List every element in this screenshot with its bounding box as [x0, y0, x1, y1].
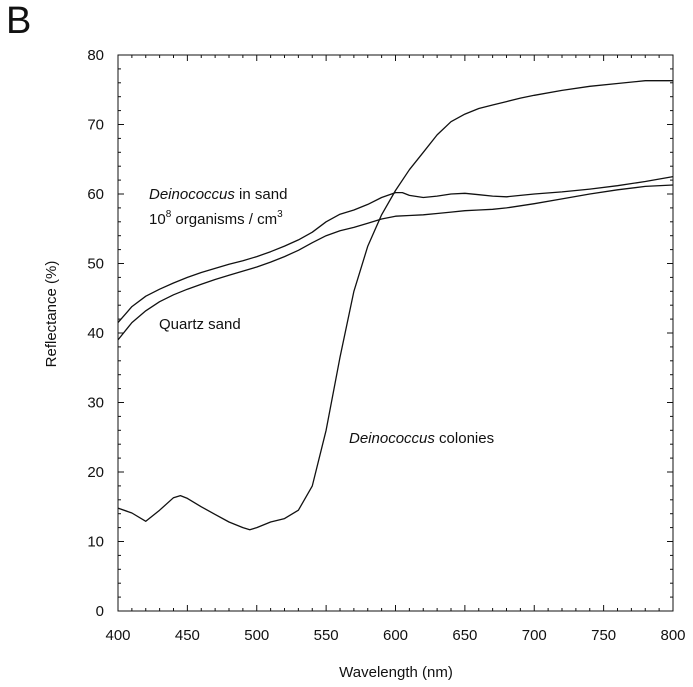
annotation-italic-genus: Deinococcus: [149, 186, 235, 203]
annotation-colonies-genus: Deinococcus: [349, 430, 435, 447]
x-tick-label: 650: [452, 627, 477, 644]
annotation-quartz-sand: Quartz sand: [159, 316, 241, 333]
y-tick-label: 70: [87, 117, 104, 134]
annotation-density-exp: 8: [166, 209, 172, 220]
y-tick-label: 60: [87, 186, 104, 203]
x-tick-label: 800: [660, 627, 685, 644]
series-lines: [117, 80, 674, 531]
y-tick-label: 30: [87, 395, 104, 412]
x-tick-label: 500: [244, 627, 269, 644]
y-tick-label: 40: [87, 325, 104, 342]
x-tick-label: 400: [105, 627, 130, 644]
annotation-colonies-text: colonies: [435, 430, 494, 447]
plot-frame: [117, 54, 674, 612]
axis-ticks: [117, 54, 674, 612]
series-line-deinococcus-colonies: [117, 80, 673, 531]
annotation-deinococcus-colonies: Deinococcus colonies: [349, 430, 494, 447]
series-line-deinococcus-in-sand: [117, 175, 674, 324]
x-tick-label: 450: [175, 627, 200, 644]
annotation-deinococcus-in-sand: Deinococcus in sand: [149, 186, 287, 203]
annotation-in-sand-text: in sand: [235, 186, 288, 203]
x-axis-title: Wavelength (nm): [339, 664, 453, 681]
y-tick-label: 50: [87, 256, 104, 273]
annotation-density-base: 10: [149, 211, 166, 228]
annotation-density: 108 organisms / cm3: [149, 209, 283, 228]
y-tick-label: 10: [87, 534, 104, 551]
y-axis-title: Reflectance (%): [43, 261, 60, 368]
x-tick-label: 700: [522, 627, 547, 644]
x-tick-label: 750: [591, 627, 616, 644]
x-tick-label: 550: [314, 627, 339, 644]
panel-label: B: [6, 0, 32, 42]
x-tick-labels: 400 450 500 550 600 650 700 750 800: [105, 627, 685, 644]
y-tick-label: 0: [96, 603, 104, 620]
y-tick-label: 80: [87, 47, 104, 64]
x-tick-label: 600: [383, 627, 408, 644]
annotation-density-unit: organisms / cm: [171, 211, 277, 228]
annotation-density-unit-exp: 3: [277, 209, 283, 220]
series-line-quartz-sand: [117, 184, 674, 341]
y-tick-labels: 0 10 20 30 40 50 60 70 80: [87, 47, 104, 620]
y-tick-label: 20: [87, 464, 104, 481]
